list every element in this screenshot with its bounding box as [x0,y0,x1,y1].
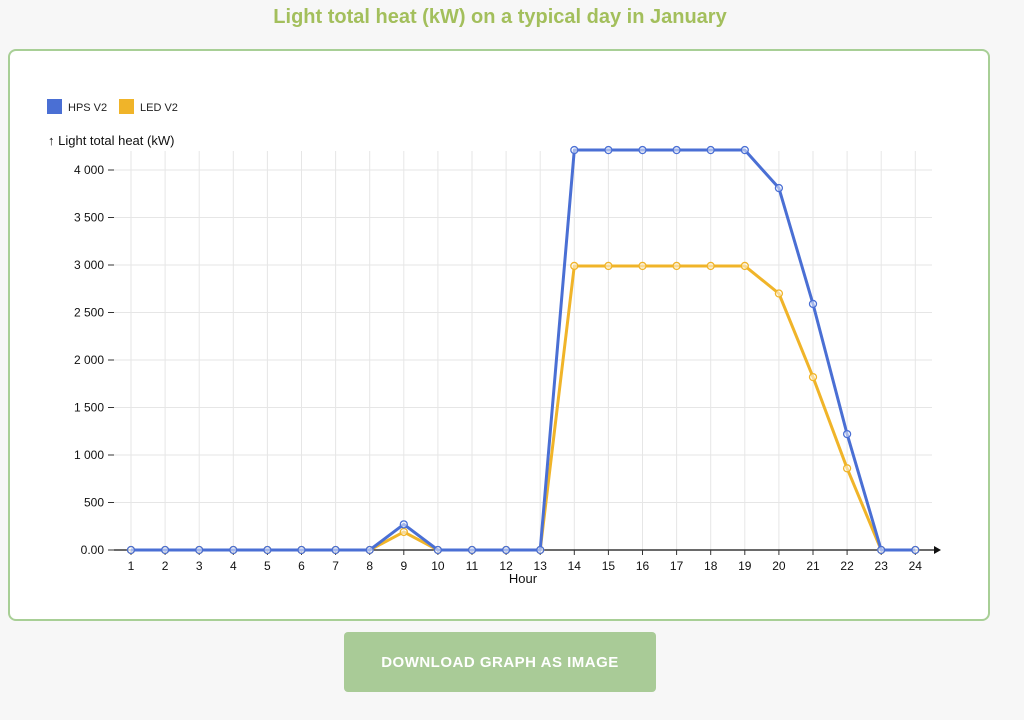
x-tick-label: 2 [162,559,169,573]
page-title: Light total heat (kW) on a typical day i… [273,6,727,28]
x-tick-label: 1 [128,559,135,573]
data-point-led[interactable] [570,261,579,271]
x-tick-label: 24 [909,559,923,573]
x-tick-label: 22 [840,559,854,573]
x-tick-label: 9 [400,559,407,573]
data-point-hps[interactable] [331,545,340,555]
data-point-led[interactable] [604,261,613,271]
data-point-hps[interactable] [740,145,749,155]
legend-swatch-hps[interactable] [47,99,62,114]
x-axis-arrow [934,546,941,554]
chart-legend: HPS V2 LED V2 [47,99,178,114]
download-graph-button[interactable]: DOWNLOAD GRAPH AS IMAGE [344,632,656,692]
data-point-hps[interactable] [195,545,204,555]
legend-label-hps[interactable]: HPS V2 [68,102,107,114]
data-point-led[interactable] [638,261,647,271]
x-tick-label: 14 [568,559,582,573]
chart-card: HPS V2 LED V2 ↑ Light total heat (kW) Ho… [8,49,990,621]
data-point-led[interactable] [672,261,681,271]
data-point-hps[interactable] [297,545,306,555]
y-tick-label: 1 000 [74,448,104,462]
data-point-hps[interactable] [433,545,443,555]
x-tick-label: 8 [366,559,373,573]
y-tick-label: 2 000 [74,353,104,367]
data-point-hps[interactable] [229,545,238,555]
x-tick-label: 18 [704,559,718,573]
data-point-hps[interactable] [672,145,681,155]
y-tick-label: 3 500 [74,211,104,225]
y-tick-label: 3 000 [74,258,104,272]
data-point-led[interactable] [706,261,715,271]
y-axis-label: ↑ Light total heat (kW) [48,133,174,148]
series-line-hps [131,148,916,552]
x-tick-label: 6 [298,559,305,573]
x-tick-label: 7 [332,559,339,573]
data-point-hps[interactable] [570,145,579,155]
data-point-hps[interactable] [467,545,477,555]
data-point-hps[interactable] [263,545,272,555]
x-tick-label: 12 [499,559,513,573]
data-point-hps[interactable] [604,145,613,155]
x-tick-label: 21 [806,559,820,573]
data-point-hps[interactable] [160,545,170,555]
data-point-led[interactable] [842,464,852,473]
data-point-hps[interactable] [126,545,136,555]
chart-axes: 0.00 500 1 000 1 500 2 000 2 500 3 000 3 500 4 0… [74,163,941,573]
x-tick-label: 15 [602,559,616,573]
x-tick-label: 17 [670,559,684,573]
x-tick-label: 10 [431,559,445,573]
data-point-hps[interactable] [842,429,852,439]
x-tick-label: 13 [534,559,548,573]
x-tick-label: 5 [264,559,271,573]
chart: HPS V2 LED V2 ↑ Light total heat (kW) Ho… [47,99,941,586]
data-point-hps[interactable] [706,145,715,155]
data-point-hps[interactable] [911,545,920,555]
data-point-hps[interactable] [877,545,886,555]
y-tick-label: 1 500 [74,401,104,415]
x-tick-label: 20 [772,559,786,573]
data-point-hps[interactable] [399,520,408,529]
data-point-hps[interactable] [501,545,511,555]
y-tick-label: 500 [84,496,104,510]
data-point-led[interactable] [740,261,749,271]
x-tick-label: 23 [875,559,889,573]
data-point-led[interactable] [808,372,818,382]
data-point-led[interactable] [399,527,408,537]
y-tick-label: 4 000 [74,163,104,177]
x-axis-label: Hour [509,571,538,586]
y-tick-label: 0.00 [81,543,105,557]
legend-label-led[interactable]: LED V2 [140,102,178,114]
data-point-hps[interactable] [774,183,784,193]
chart-grid [114,151,932,550]
legend-swatch-led[interactable] [119,99,134,114]
data-point-hps[interactable] [808,299,818,309]
data-point-hps[interactable] [365,545,374,555]
x-tick-label: 16 [636,559,650,573]
y-tick-label: 2 500 [74,306,104,320]
x-tick-label: 11 [466,559,479,573]
data-point-hps[interactable] [536,545,545,555]
x-tick-label: 3 [196,559,203,573]
x-tick-label: 19 [738,559,752,573]
data-point-hps[interactable] [638,145,647,155]
data-point-led[interactable] [774,289,784,298]
x-tick-label: 4 [230,559,237,573]
chart-series [126,145,920,555]
